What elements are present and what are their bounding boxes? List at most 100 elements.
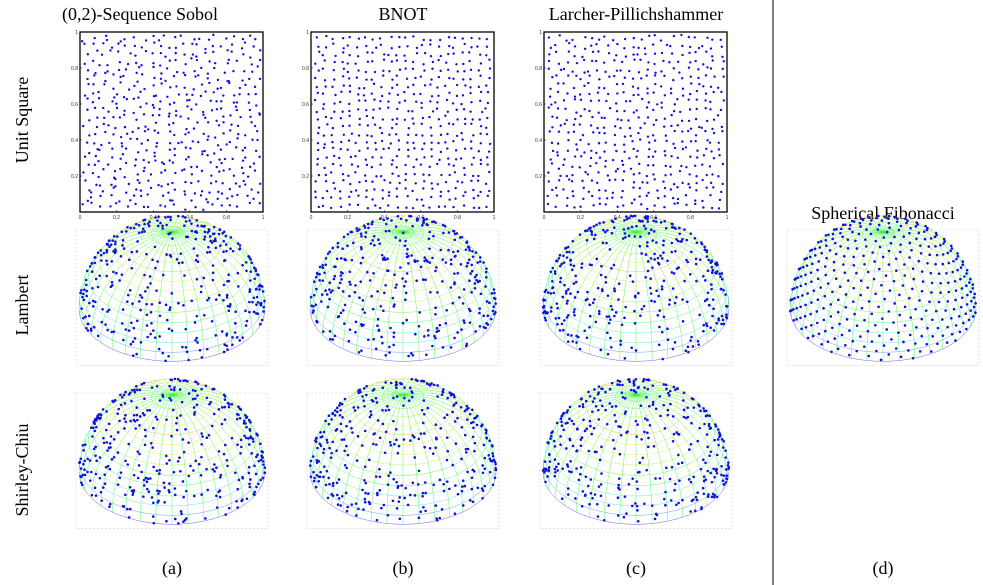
sample-point — [348, 328, 352, 331]
sample-point — [444, 180, 448, 184]
sample-point — [621, 82, 625, 86]
sample-point — [556, 306, 559, 310]
sample-point — [454, 442, 458, 445]
sample-point — [494, 468, 498, 472]
sample-point — [579, 77, 582, 81]
mesh-line — [402, 231, 497, 309]
sample-point — [398, 68, 402, 71]
sample-point — [221, 231, 224, 235]
sample-point — [384, 258, 387, 262]
sample-point — [637, 71, 641, 74]
sample-point — [354, 155, 357, 158]
sample-point — [92, 426, 95, 430]
sample-point — [623, 495, 627, 498]
sample-point — [338, 100, 342, 104]
sample-point — [161, 395, 165, 398]
sample-point — [197, 140, 200, 144]
sample-point — [909, 316, 913, 319]
sample-point — [632, 173, 636, 176]
sample-point — [380, 139, 384, 143]
sample-point — [312, 280, 316, 283]
sample-point — [657, 262, 661, 266]
sample-point — [674, 249, 677, 253]
sample-point — [225, 296, 229, 299]
sample-point — [151, 103, 155, 107]
sample-point — [426, 260, 429, 263]
sample-point — [94, 445, 97, 449]
mesh-line — [836, 231, 884, 355]
sample-point — [348, 203, 351, 206]
sample-point — [625, 512, 628, 515]
sample-point — [216, 144, 220, 147]
sample-point — [633, 235, 637, 238]
sample-point — [151, 52, 154, 55]
mesh-line — [311, 231, 404, 318]
sample-point — [364, 158, 368, 161]
sample-point — [331, 338, 335, 341]
sample-point — [458, 296, 461, 299]
sample-point — [366, 207, 370, 210]
sample-point — [694, 134, 698, 137]
sample-point — [396, 93, 400, 97]
mesh-line — [312, 445, 494, 507]
sample-point — [404, 172, 408, 176]
plot-frame — [543, 31, 728, 213]
sample-point — [470, 163, 474, 166]
sample-point — [616, 514, 620, 517]
sample-point — [247, 437, 250, 440]
sample-point — [321, 279, 325, 282]
sample-point — [388, 345, 391, 349]
mesh-line — [548, 231, 637, 327]
mesh-line — [99, 400, 245, 466]
sample-point — [352, 406, 356, 409]
sample-point — [241, 159, 245, 162]
sample-point — [405, 206, 408, 209]
sample-point — [690, 82, 693, 85]
sample-point — [415, 100, 418, 103]
sample-point — [591, 50, 595, 54]
sample-point — [453, 336, 456, 340]
sample-point — [566, 333, 570, 336]
sample-point — [120, 273, 124, 276]
sample-point — [322, 330, 325, 333]
sample-point — [848, 329, 851, 332]
sample-point — [380, 253, 384, 257]
sample-point — [795, 317, 798, 321]
sample-point — [370, 294, 373, 298]
sample-point — [943, 240, 947, 243]
sample-point — [616, 92, 619, 95]
sample-point — [572, 86, 576, 90]
sample-point — [153, 245, 157, 249]
sample-point — [165, 519, 168, 523]
sample-point — [242, 179, 246, 183]
sample-point — [235, 499, 238, 503]
sample-point — [163, 486, 166, 489]
sample-point — [825, 256, 828, 260]
sample-point — [378, 467, 381, 471]
sample-point — [345, 466, 349, 470]
sample-point — [420, 106, 423, 110]
sample-point — [223, 418, 227, 421]
sample-point — [179, 34, 182, 37]
sample-point — [464, 248, 468, 251]
sample-point — [549, 87, 552, 91]
sample-point — [195, 277, 199, 281]
sample-point — [720, 473, 723, 477]
sample-point — [315, 36, 319, 39]
mesh-line — [402, 227, 469, 243]
sample-point — [813, 254, 817, 257]
sample-point — [477, 85, 481, 89]
sample-point — [593, 298, 596, 301]
sample-point — [434, 504, 438, 507]
sample-point — [191, 53, 195, 56]
mesh-line — [402, 231, 484, 336]
sample-point — [466, 447, 470, 451]
sample-point — [606, 294, 610, 297]
sample-point — [707, 422, 711, 426]
sample-point — [469, 309, 472, 313]
sample-point — [694, 199, 697, 202]
sample-point — [181, 261, 184, 264]
sample-point — [255, 295, 259, 299]
sample-point — [181, 480, 185, 483]
sample-point — [387, 100, 390, 103]
